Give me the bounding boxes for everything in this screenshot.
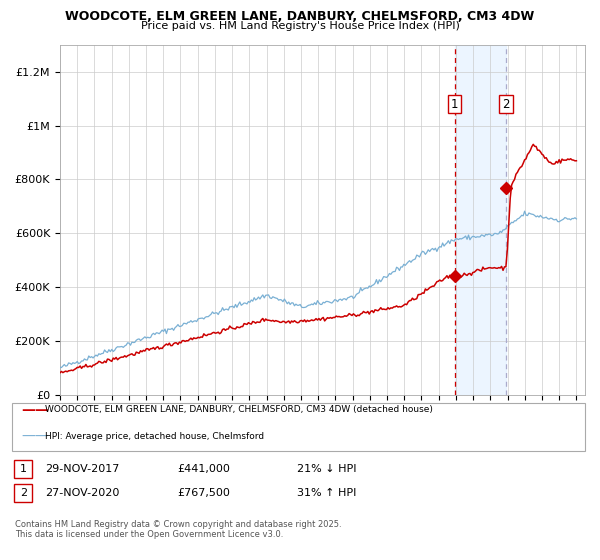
- Text: £441,000: £441,000: [177, 464, 230, 474]
- Text: 27-NOV-2020: 27-NOV-2020: [45, 488, 119, 498]
- Text: ——: ——: [21, 403, 49, 417]
- Text: 2: 2: [20, 488, 27, 498]
- Text: 29-NOV-2017: 29-NOV-2017: [45, 464, 119, 474]
- Text: WOODCOTE, ELM GREEN LANE, DANBURY, CHELMSFORD, CM3 4DW: WOODCOTE, ELM GREEN LANE, DANBURY, CHELM…: [65, 10, 535, 23]
- Text: WOODCOTE, ELM GREEN LANE, DANBURY, CHELMSFORD, CM3 4DW (detached house): WOODCOTE, ELM GREEN LANE, DANBURY, CHELM…: [45, 405, 433, 414]
- Bar: [455, 45, 506, 395]
- Text: HPI: Average price, detached house, Chelmsford: HPI: Average price, detached house, Chel…: [45, 432, 264, 441]
- Text: 21% ↓ HPI: 21% ↓ HPI: [297, 464, 356, 474]
- Text: 2: 2: [502, 97, 510, 110]
- Text: Price paid vs. HM Land Registry's House Price Index (HPI): Price paid vs. HM Land Registry's House …: [140, 21, 460, 31]
- Text: Contains HM Land Registry data © Crown copyright and database right 2025.
This d: Contains HM Land Registry data © Crown c…: [15, 520, 341, 539]
- Text: 1: 1: [20, 464, 27, 474]
- Text: £767,500: £767,500: [177, 488, 230, 498]
- Text: ——: ——: [21, 430, 49, 444]
- Text: 31% ↑ HPI: 31% ↑ HPI: [297, 488, 356, 498]
- Text: 1: 1: [451, 97, 458, 110]
